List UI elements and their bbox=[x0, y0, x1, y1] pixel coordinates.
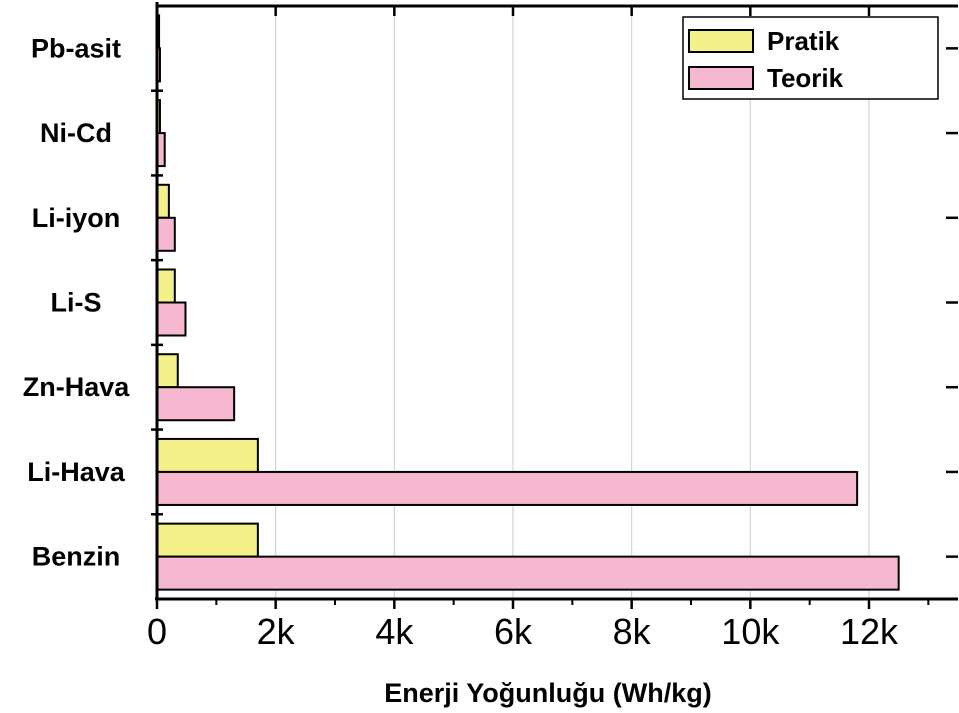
bar-teorik-li-s bbox=[156, 301, 187, 337]
category-label-pb-asit: Pb-asit bbox=[31, 33, 121, 63]
category-label-zn-hava: Zn-Hava bbox=[23, 372, 131, 402]
legend: Pratik Teorik bbox=[682, 16, 939, 100]
x-tick-label-5: 10k bbox=[721, 611, 780, 652]
x-tick-label-2: 4k bbox=[375, 611, 414, 652]
legend-swatch-teorik bbox=[688, 66, 754, 90]
bar-teorik-li-iyon bbox=[156, 216, 176, 252]
x-tick-label-0: 0 bbox=[147, 611, 167, 652]
axes bbox=[151, 2, 958, 609]
legend-label-pratik: Pratik bbox=[767, 26, 840, 56]
bars-group bbox=[156, 14, 900, 591]
category-labels: Pb-asit Ni-Cd Li-iyon Li-S Zn-Hava Li-Hava Ben… bbox=[23, 33, 131, 571]
category-label-li-s: Li-S bbox=[51, 288, 102, 318]
x-tick-label-1: 2k bbox=[257, 611, 296, 652]
x-tick-labels: 0 2k 4k 6k 8k 10k 12k bbox=[147, 611, 899, 652]
x-tick-label-4: 8k bbox=[613, 611, 652, 652]
x-tick-label-3: 6k bbox=[494, 611, 533, 652]
legend-swatch-pratik bbox=[688, 29, 754, 53]
bar-pratik-li-iyon bbox=[156, 183, 170, 219]
category-label-ni-cd: Ni-Cd bbox=[40, 118, 112, 148]
bar-pratik-li-hava bbox=[156, 437, 259, 473]
bar-teorik-zn-hava bbox=[156, 386, 236, 422]
category-label-li-iyon: Li-iyon bbox=[32, 203, 121, 233]
x-tick-label-6: 12k bbox=[840, 611, 899, 652]
category-label-li-hava: Li-Hava bbox=[27, 457, 126, 487]
legend-label-teorik: Teorik bbox=[767, 63, 844, 93]
bar-teorik-li-hava bbox=[156, 470, 859, 506]
bar-pratik-benzin bbox=[156, 522, 259, 558]
bar-pratik-li-s bbox=[156, 268, 176, 304]
category-label-benzin: Benzin bbox=[32, 542, 121, 572]
bar-pratik-zn-hava bbox=[156, 353, 179, 389]
x-axis-title: Enerji Yoğunluğu (Wh/kg) bbox=[384, 678, 711, 708]
bar-teorik-benzin bbox=[156, 555, 900, 591]
